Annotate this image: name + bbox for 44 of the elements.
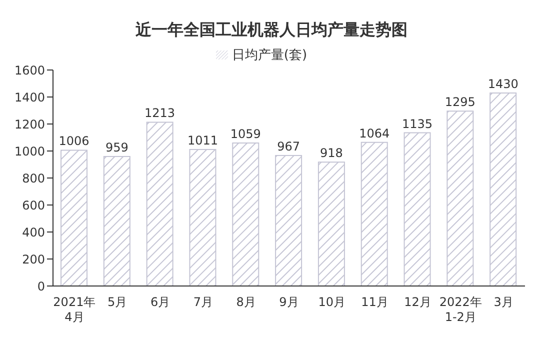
bar	[490, 92, 517, 286]
y-tick-label: 600	[22, 198, 45, 212]
y-tick-label: 1400	[14, 90, 45, 104]
bar	[275, 154, 302, 286]
legend-label: 日均产量(套)	[232, 48, 308, 63]
x-tick-label: 3月	[494, 295, 514, 309]
chart-title: 近一年全国工业机器人日均产量走势图	[134, 19, 408, 41]
x-tick-label: 8月	[236, 295, 256, 309]
x-tick-label: 2021年 4月	[53, 295, 96, 324]
bar	[232, 142, 260, 286]
x-tick-label: 12月	[404, 295, 432, 309]
data-label: 1135	[402, 116, 433, 131]
data-label: 1295	[444, 95, 476, 110]
bar	[189, 149, 216, 286]
data-label: 1064	[359, 126, 390, 140]
data-label: 967	[277, 139, 300, 154]
data-label: 1011	[187, 134, 218, 148]
data-label: 918	[320, 146, 343, 160]
bar	[60, 150, 88, 286]
bar	[318, 162, 345, 286]
bar	[103, 156, 130, 286]
y-tick-label: 0	[37, 279, 45, 294]
bar	[404, 132, 431, 286]
data-label: 959	[105, 140, 128, 155]
x-tick-label: 10月	[318, 295, 346, 309]
x-tick-label: 5月	[108, 295, 128, 309]
x-tick-label: 7月	[193, 295, 213, 309]
data-label: 1059	[230, 127, 261, 142]
data-label: 1430	[488, 76, 518, 91]
y-tick-label: 1200	[14, 117, 45, 132]
bar	[360, 142, 388, 286]
data-label: 1006	[58, 134, 90, 148]
x-tick-label: 2022年 1-2月	[439, 295, 482, 324]
y-tick-label: 400	[22, 225, 45, 240]
y-tick-label: 1600	[14, 63, 45, 78]
y-tick-label: 800	[22, 171, 45, 186]
x-tick-label: 11月	[361, 295, 388, 309]
x-tick-label: 9月	[279, 295, 299, 309]
y-tick-label: 200	[22, 252, 45, 266]
bar	[146, 122, 174, 286]
y-tick-label: 1000	[14, 144, 45, 158]
x-tick-label: 6月	[150, 295, 170, 309]
bar	[446, 110, 474, 286]
data-label: 1213	[144, 106, 176, 120]
